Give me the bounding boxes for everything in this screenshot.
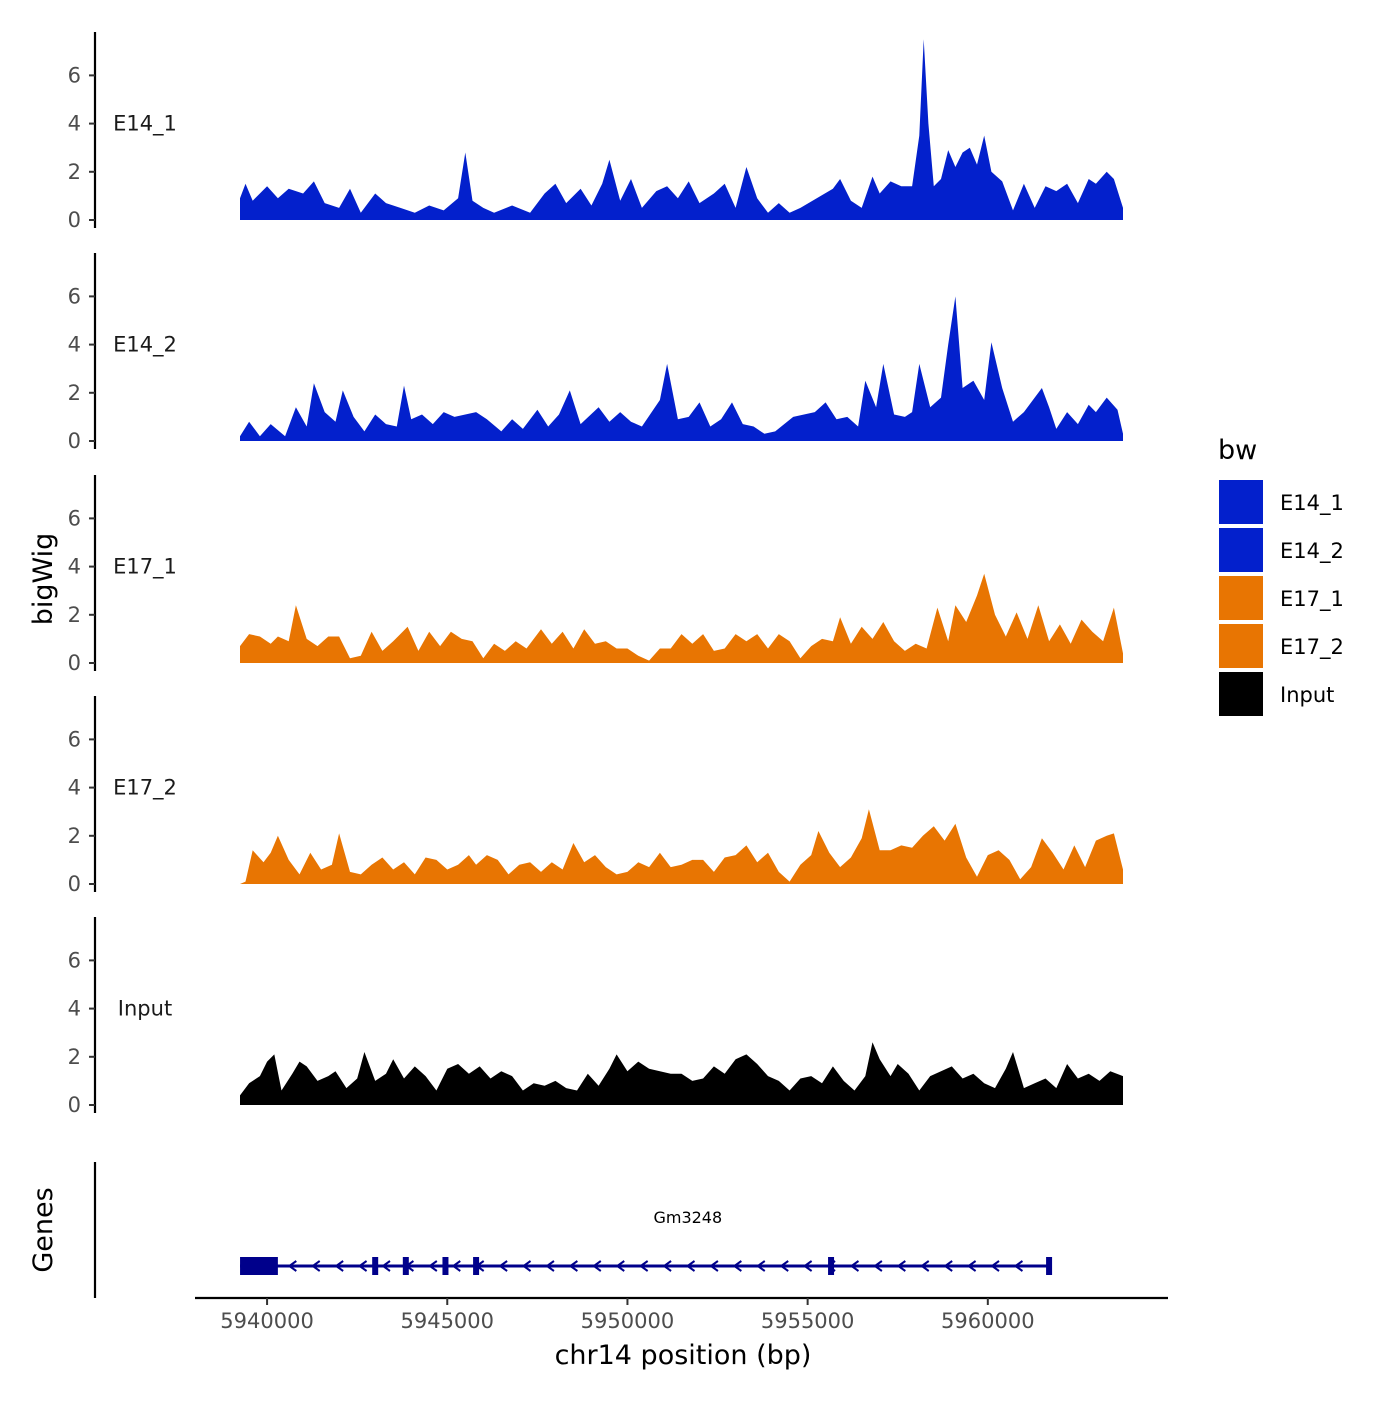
gene-exon: [442, 1257, 449, 1275]
track-label-Input: Input: [118, 997, 172, 1021]
gene-name-label: Gm3248: [653, 1208, 722, 1227]
strand-arrow: [802, 1260, 813, 1272]
strand-arrow: [311, 1260, 321, 1272]
signal-area-E17_2: [240, 809, 1123, 884]
y-tick-label: 2: [68, 1045, 81, 1069]
track-label-E14_2: E14_2: [113, 333, 177, 358]
legend-label-Input: Input: [1280, 683, 1334, 707]
strand-arrow: [966, 1260, 977, 1272]
track-Input: 0 2 4 6 Input: [68, 917, 1123, 1117]
x-tick-label: 5960000: [941, 1309, 1035, 1333]
y-tick-label: 6: [68, 506, 81, 530]
x-tick-label: 5950000: [581, 1309, 675, 1333]
y-axis-title: bigWig: [28, 533, 59, 626]
y-tick-label: 4: [68, 555, 81, 579]
track-E17_1: 0 2 4 6 E17_1: [68, 475, 1123, 675]
legend-swatch-E14_1: [1219, 480, 1263, 524]
genes-axis-title: Genes: [28, 1187, 59, 1272]
signal-area-E14_2: [240, 296, 1123, 441]
y-tick-label: 2: [68, 824, 81, 848]
track-label-E17_2: E17_2: [113, 776, 177, 801]
y-tick-label: 6: [68, 727, 81, 751]
signal-area-E17_1: [240, 573, 1123, 663]
strand-arrow: [381, 1260, 391, 1272]
legend-label-E17_1: E17_1: [1280, 587, 1344, 612]
x-tick-label: 5940000: [220, 1309, 314, 1333]
y-tick-label: 0: [68, 429, 81, 453]
strand-arrow: [896, 1260, 906, 1272]
strand-arrow: [709, 1260, 719, 1272]
strand-arrow: [357, 1260, 368, 1272]
y-tick-label: 4: [68, 112, 81, 136]
x-axis-title: chr14 position (bp): [555, 1340, 812, 1371]
strand-arrow: [920, 1260, 930, 1272]
gene-exon-block: [240, 1257, 278, 1275]
track-label-E14_1: E14_1: [113, 112, 177, 137]
strand-arrow: [638, 1260, 649, 1272]
y-tick-label: 2: [68, 603, 81, 627]
y-tick-label: 0: [68, 208, 81, 232]
strand-arrow: [568, 1260, 578, 1272]
y-tick-label: 4: [68, 333, 81, 357]
legend-label-E14_1: E14_1: [1280, 491, 1344, 516]
strand-arrow: [451, 1260, 461, 1272]
y-tick-label: 0: [68, 651, 81, 675]
strand-arrow: [615, 1260, 625, 1272]
x-tick-label: 5945000: [400, 1309, 494, 1333]
legend-swatch-E17_2: [1219, 624, 1263, 668]
signal-area-Input: [240, 1042, 1123, 1105]
y-tick-label: 6: [68, 284, 81, 308]
y-tick-label: 0: [68, 1093, 81, 1117]
legend-label-E14_2: E14_2: [1280, 539, 1344, 564]
y-tick-label: 4: [68, 997, 81, 1021]
strand-arrow: [287, 1260, 297, 1272]
strand-arrow: [990, 1260, 1000, 1272]
y-tick-label: 4: [68, 776, 81, 800]
legend-swatch-Input: [1219, 672, 1263, 716]
x-tick-label: 5955000: [761, 1309, 855, 1333]
x-axis: 5940000 5945000 5950000 5955000 5960000: [195, 1296, 1168, 1333]
legend-label-E17_2: E17_2: [1280, 635, 1344, 660]
strand-arrow: [474, 1260, 485, 1272]
strand-arrow: [756, 1260, 766, 1272]
legend-swatch-E17_1: [1219, 576, 1263, 620]
gene-exon: [372, 1257, 379, 1275]
strand-arrow: [1013, 1260, 1024, 1272]
strand-arrow: [732, 1260, 742, 1272]
gene-exon: [828, 1257, 835, 1275]
tracks-group: 0 2 4 6 E14_1 0 2 4 6 E14_2 0 2 4 6 E17_1 0 2 4 6 E17_2 0 2 4 6…: [68, 32, 1123, 1117]
track-E14_2: 0 2 4 6 E14_2: [68, 253, 1123, 453]
strand-arrow: [545, 1260, 555, 1272]
track-E14_1: 0 2 4 6 E14_1: [68, 32, 1123, 232]
strand-arrow: [334, 1260, 344, 1272]
legend-title: bw: [1218, 435, 1257, 466]
gene-track: Gm3248: [93, 1162, 1053, 1298]
strand-arrow: [592, 1260, 602, 1272]
strand-arrow: [943, 1260, 953, 1272]
strand-arrow: [826, 1260, 836, 1272]
strand-arrow: [521, 1260, 532, 1272]
y-tick-label: 0: [68, 872, 81, 896]
legend-swatch-E14_2: [1219, 528, 1263, 572]
strand-arrow: [662, 1260, 672, 1272]
strand-arrow: [849, 1260, 860, 1272]
strand-arrow: [428, 1260, 438, 1272]
track-label-E17_1: E17_1: [113, 555, 177, 580]
strand-arrow: [685, 1260, 696, 1272]
y-tick-label: 2: [68, 381, 81, 405]
strand-arrow: [404, 1260, 415, 1272]
strand-arrow: [498, 1260, 508, 1272]
strand-arrow: [873, 1260, 883, 1272]
y-tick-label: 6: [68, 948, 81, 972]
strand-arrow: [779, 1260, 789, 1272]
signal-area-E14_1: [240, 39, 1123, 221]
legend: bw E14_1 E14_2 E17_1 E17_2 Input: [1218, 435, 1344, 716]
y-tick-label: 6: [68, 63, 81, 87]
track-E17_2: 0 2 4 6 E17_2: [68, 696, 1123, 896]
y-tick-label: 2: [68, 160, 81, 184]
gene-exon: [1046, 1257, 1053, 1275]
